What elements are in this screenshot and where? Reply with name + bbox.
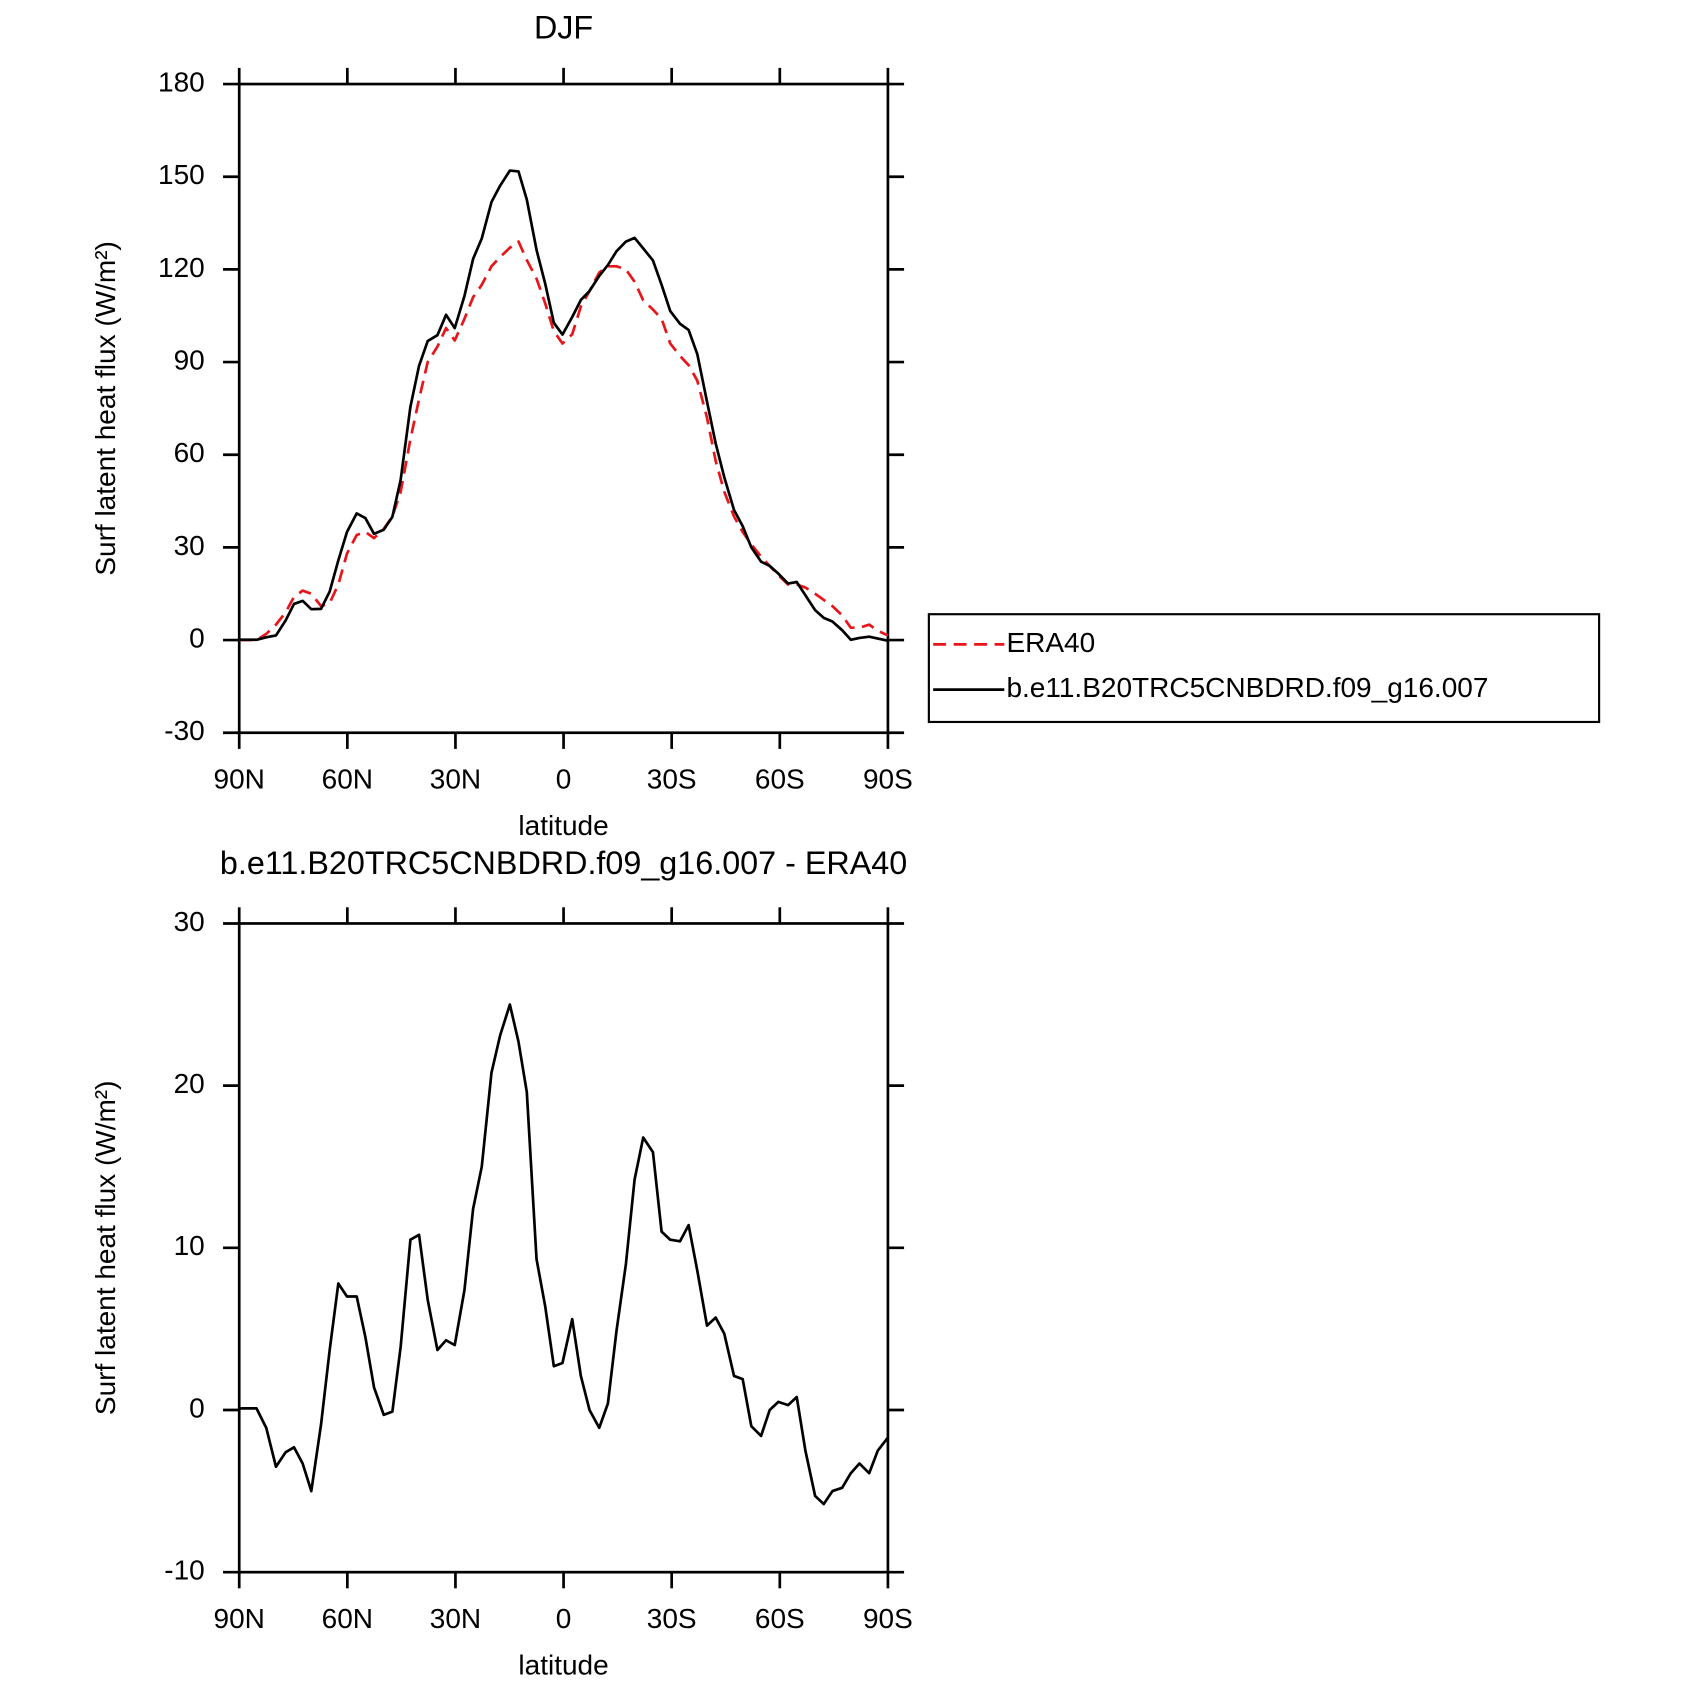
y-tick-label: -10 [164, 1555, 204, 1586]
x-tick-label: 30S [647, 764, 697, 795]
y-tick-label: 10 [174, 1230, 205, 1261]
y-tick-label: 30 [174, 530, 205, 561]
x-tick-label: 60N [322, 764, 373, 795]
x-tick-label: 90S [863, 764, 913, 795]
x-tick-label: 30N [430, 1603, 481, 1634]
legend-label: b.e11.B20TRC5CNBDRD.f09_g16.007 [1006, 672, 1488, 703]
x-tick-label: 0 [556, 764, 572, 795]
y-tick-label: 0 [189, 622, 205, 653]
x-tick-label: 60N [322, 1603, 373, 1634]
x-axis-label: latitude [518, 1649, 608, 1680]
x-tick-label: 60S [755, 1603, 805, 1634]
y-tick-label: 150 [158, 159, 205, 190]
x-tick-label: 0 [556, 1603, 572, 1634]
y-axis-label: Surf latent heat flux (W/m²) [90, 241, 121, 576]
plot-frame [237, 922, 890, 1574]
x-tick-label: 30S [647, 1603, 697, 1634]
data-line [239, 169, 889, 643]
legend-label: ERA40 [1006, 627, 1095, 658]
y-axis-label: Surf latent heat flux (W/m²) [90, 1081, 121, 1416]
x-tick-label: 90S [863, 1603, 913, 1634]
plot-frame [237, 82, 890, 735]
y-tick-label: 180 [158, 66, 205, 97]
x-tick-label: 60S [755, 764, 805, 795]
data-line [239, 240, 889, 642]
x-axis-label: latitude [518, 810, 608, 841]
y-tick-label: 30 [174, 906, 205, 937]
x-tick-label: 30N [430, 764, 481, 795]
y-tick-label: 120 [158, 252, 205, 283]
x-tick-label: 90N [214, 1603, 265, 1634]
y-tick-label: 90 [174, 344, 205, 375]
chart-title: DJF [534, 10, 593, 46]
legend-box [927, 613, 1601, 724]
y-tick-label: 20 [174, 1068, 205, 1099]
y-tick-label: 60 [174, 437, 205, 468]
data-line [239, 1003, 889, 1506]
chart-title: b.e11.B20TRC5CNBDRD.f09_g16.007 - ERA40 [220, 845, 907, 881]
x-tick-label: 90N [214, 764, 265, 795]
y-tick-label: -30 [164, 715, 204, 746]
y-tick-label: 0 [189, 1392, 205, 1423]
